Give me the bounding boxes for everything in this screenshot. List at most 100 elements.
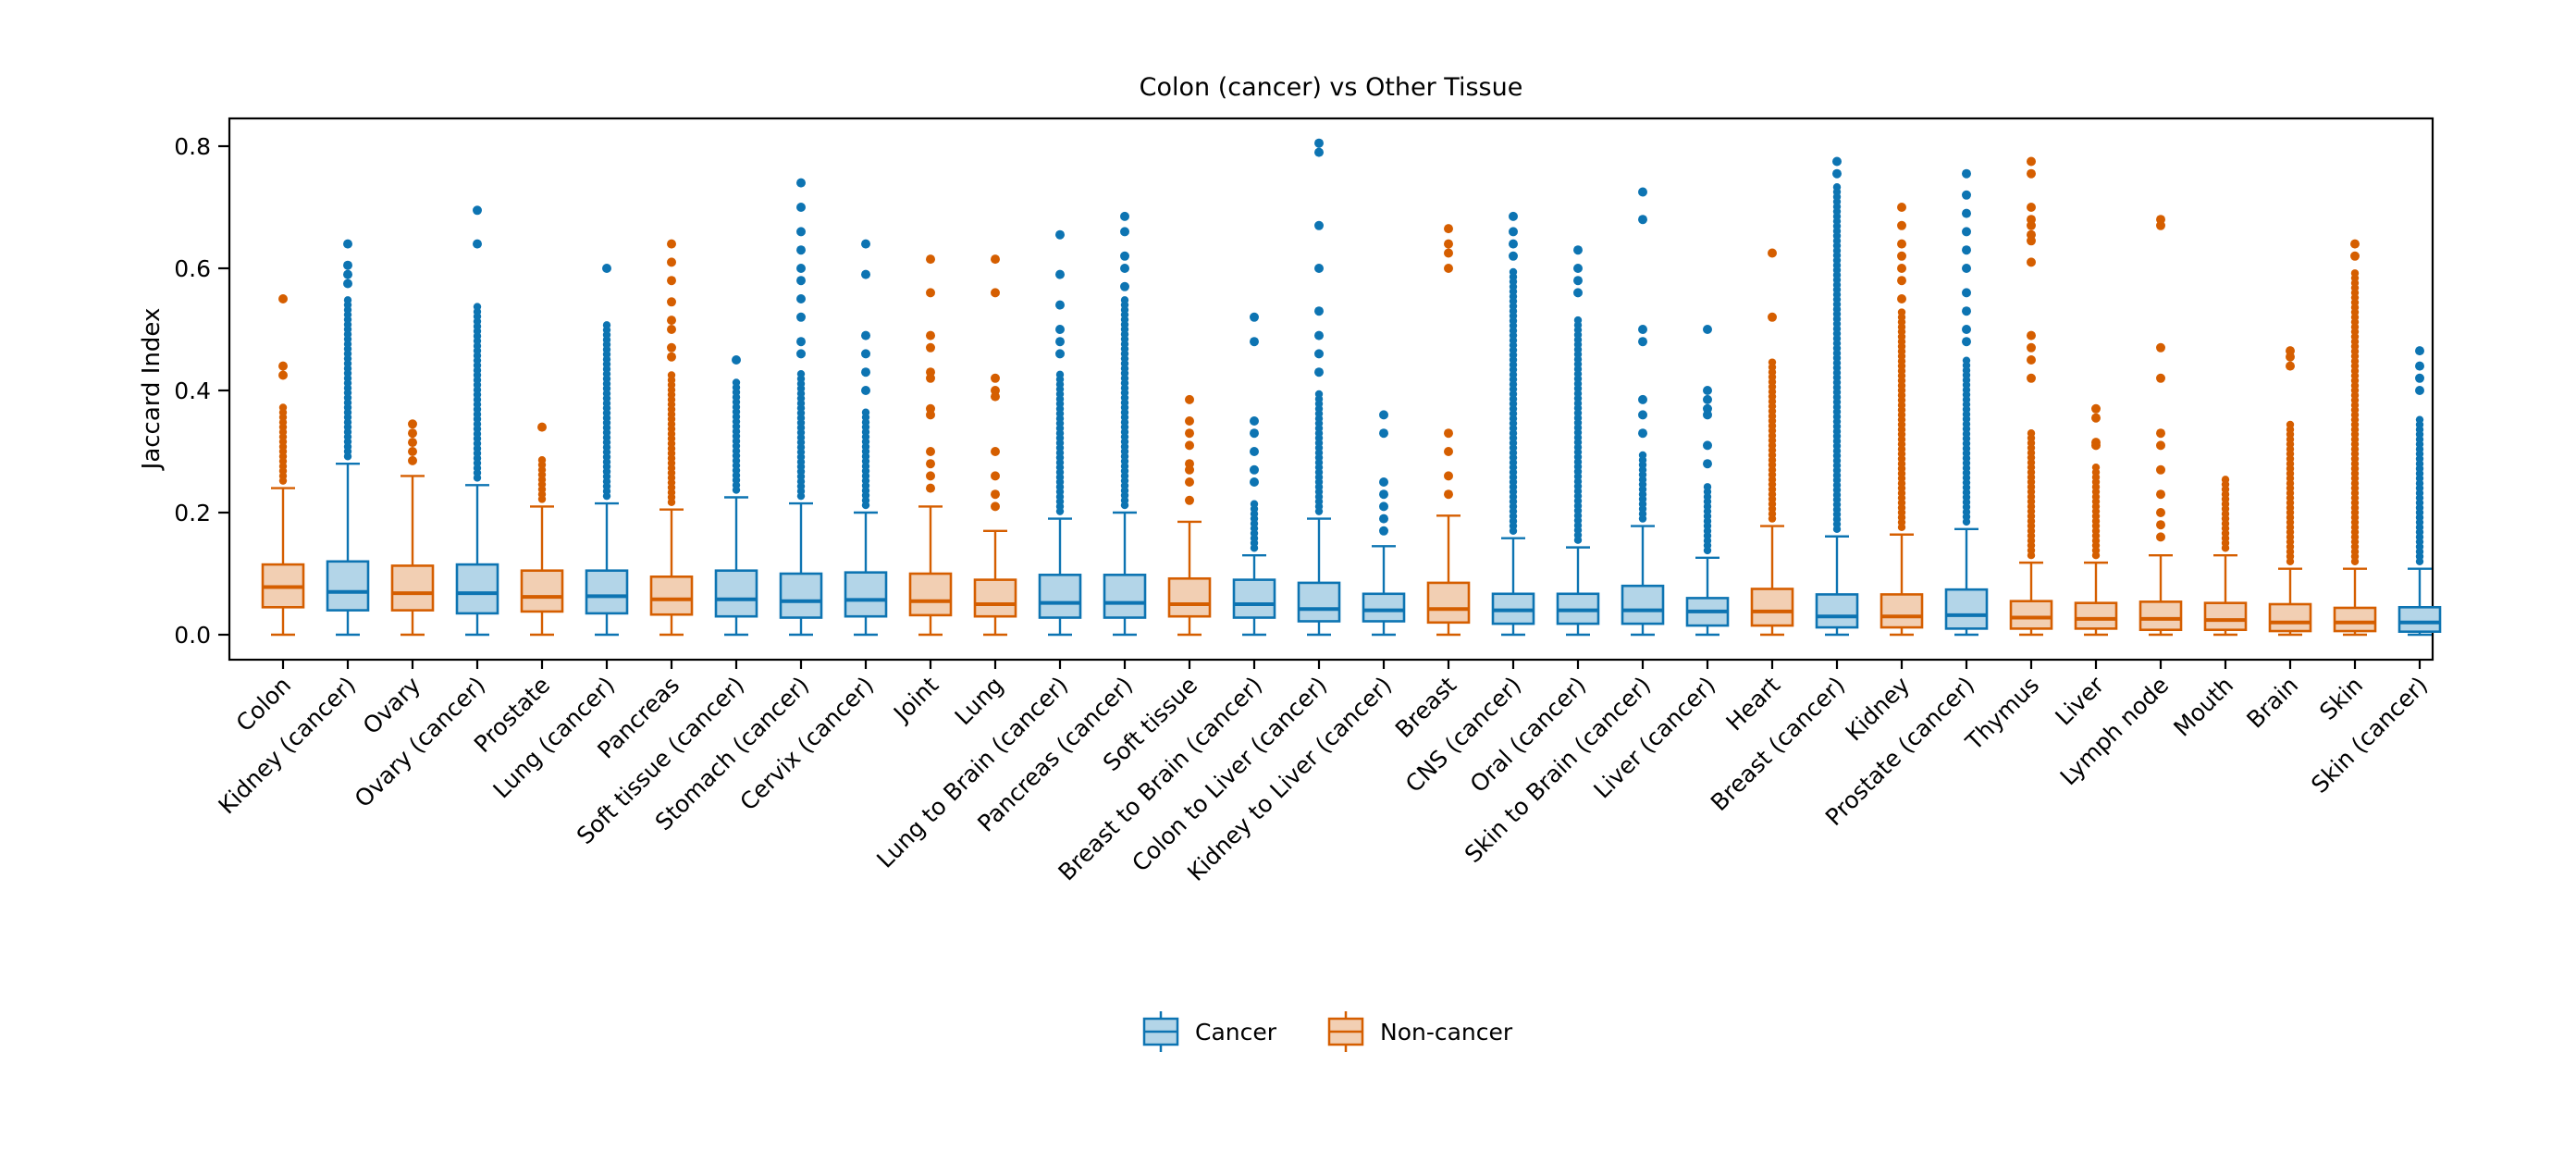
box-joint bbox=[908, 572, 953, 617]
box-ovary-cancer bbox=[455, 563, 499, 615]
box-lung-to-brain-cancer bbox=[1038, 574, 1082, 619]
outlier-dot bbox=[2221, 476, 2230, 484]
outlier-dot bbox=[1703, 386, 1712, 395]
outlier-dot bbox=[926, 254, 935, 265]
outlier-dot bbox=[1055, 325, 1065, 334]
outlier-dot bbox=[1444, 471, 1453, 481]
outlier-dot bbox=[602, 321, 611, 329]
outlier-dot bbox=[1897, 203, 1906, 212]
outlier-dot bbox=[796, 294, 806, 303]
outlier-dot bbox=[1703, 440, 1712, 451]
outlier-dot bbox=[2156, 532, 2165, 542]
outlier-dot bbox=[796, 349, 806, 359]
outlier-dot bbox=[2415, 373, 2424, 383]
y-tick-label: 0.6 bbox=[174, 255, 211, 282]
outlier-dot bbox=[1638, 337, 1647, 347]
outlier-dot bbox=[408, 428, 417, 439]
x-tick-label-joint: Joint bbox=[887, 672, 943, 728]
outlier-dot bbox=[1314, 330, 1324, 340]
outlier-dot bbox=[861, 386, 870, 395]
outlier-dot bbox=[1638, 428, 1647, 439]
legend-item-cancer: Cancer bbox=[1142, 1011, 1277, 1052]
outlier-dot bbox=[926, 288, 935, 298]
outlier-dot bbox=[1573, 245, 1583, 255]
outlier-dot bbox=[1638, 325, 1647, 334]
outlier-dot bbox=[732, 378, 741, 387]
outlier-dot bbox=[1962, 325, 1971, 334]
outlier-dot bbox=[1379, 489, 1388, 500]
box-kidney-cancer bbox=[326, 560, 370, 612]
outlier-dot bbox=[537, 456, 547, 464]
x-tick-label-oral-cancer: Oral (cancer) bbox=[1465, 672, 1591, 798]
x-tick-label-cns-cancer: CNS (cancer) bbox=[1400, 672, 1526, 798]
outlier-dot bbox=[1055, 349, 1065, 359]
outlier-dot bbox=[732, 355, 741, 365]
box-liver bbox=[2074, 601, 2118, 630]
box-breast-to-brain-cancer bbox=[1232, 578, 1276, 619]
x-tick-label-skin-cancer: Skin (cancer) bbox=[2306, 672, 2433, 798]
outlier-dot bbox=[1185, 416, 1194, 426]
outlier-dot bbox=[1120, 227, 1129, 237]
outlier-dot bbox=[1832, 156, 1842, 167]
outlier-dot bbox=[1509, 267, 1518, 277]
outlier-dot bbox=[667, 371, 676, 379]
box-prostate bbox=[520, 569, 564, 613]
outlier-dot bbox=[1768, 248, 1777, 258]
outlier-dot bbox=[667, 276, 676, 286]
outlier-dot bbox=[1314, 390, 1324, 399]
plot-border bbox=[228, 117, 2434, 662]
outlier-dot bbox=[1638, 394, 1647, 404]
y-tick-label: 0.4 bbox=[174, 377, 211, 404]
outlier-dot bbox=[1768, 312, 1777, 322]
outlier-dot bbox=[1703, 483, 1712, 491]
outlier-dot bbox=[2286, 420, 2295, 429]
outlier-dot bbox=[1962, 337, 1971, 347]
outlier-dot bbox=[796, 276, 806, 286]
outlier-dot bbox=[1832, 183, 1842, 192]
outlier-dot bbox=[1573, 276, 1583, 286]
outlier-dot bbox=[343, 296, 352, 304]
outlier-dot bbox=[2350, 239, 2360, 249]
box-skin bbox=[2333, 606, 2377, 633]
outlier-dot bbox=[861, 239, 870, 249]
outlier-dot bbox=[1185, 459, 1194, 469]
outlier-dot bbox=[1055, 269, 1065, 279]
outlier-dot bbox=[796, 227, 806, 237]
box-prostate-cancer bbox=[1944, 588, 1989, 630]
outlier-dot bbox=[1962, 208, 1971, 218]
outlier-dot bbox=[991, 288, 1000, 298]
outlier-dot bbox=[1897, 276, 1906, 286]
outlier-dot bbox=[537, 422, 547, 432]
x-tick-label-skin: Skin bbox=[2314, 672, 2368, 725]
outlier-dot bbox=[1055, 370, 1065, 379]
box-colon-to-liver-cancer bbox=[1297, 581, 1341, 623]
outlier-dot bbox=[796, 178, 806, 188]
outlier-dot bbox=[667, 316, 676, 326]
box-lymph-node bbox=[2138, 600, 2183, 632]
outlier-dot bbox=[1768, 358, 1777, 366]
outlier-dot bbox=[1573, 288, 1583, 298]
outlier-dot bbox=[2415, 415, 2424, 424]
outlier-dot bbox=[991, 254, 1000, 265]
outlier-dot bbox=[2415, 361, 2424, 371]
outlier-dot bbox=[1444, 239, 1453, 249]
outlier-dot bbox=[1962, 245, 1971, 255]
outlier-dot bbox=[278, 294, 288, 303]
legend: Cancer Non-cancer bbox=[1142, 1011, 1513, 1052]
outlier-dot bbox=[991, 489, 1000, 500]
outlier-dot bbox=[1250, 464, 1259, 475]
outlier-dot bbox=[473, 239, 482, 249]
outlier-dot bbox=[1573, 316, 1583, 325]
outlier-dot bbox=[343, 278, 352, 289]
outlier-dot bbox=[1444, 264, 1453, 273]
y-tick-label: 0.2 bbox=[174, 500, 211, 526]
outlier-dot bbox=[1250, 447, 1259, 456]
outlier-dot bbox=[2156, 215, 2165, 225]
outlier-dot bbox=[1250, 477, 1259, 487]
box-mouth bbox=[2203, 601, 2248, 632]
outlier-dot bbox=[2091, 438, 2101, 448]
outlier-dot bbox=[926, 471, 935, 481]
outlier-dot bbox=[2286, 346, 2295, 356]
y-tick-label: 0.8 bbox=[174, 133, 211, 160]
outlier-dot bbox=[796, 369, 806, 378]
